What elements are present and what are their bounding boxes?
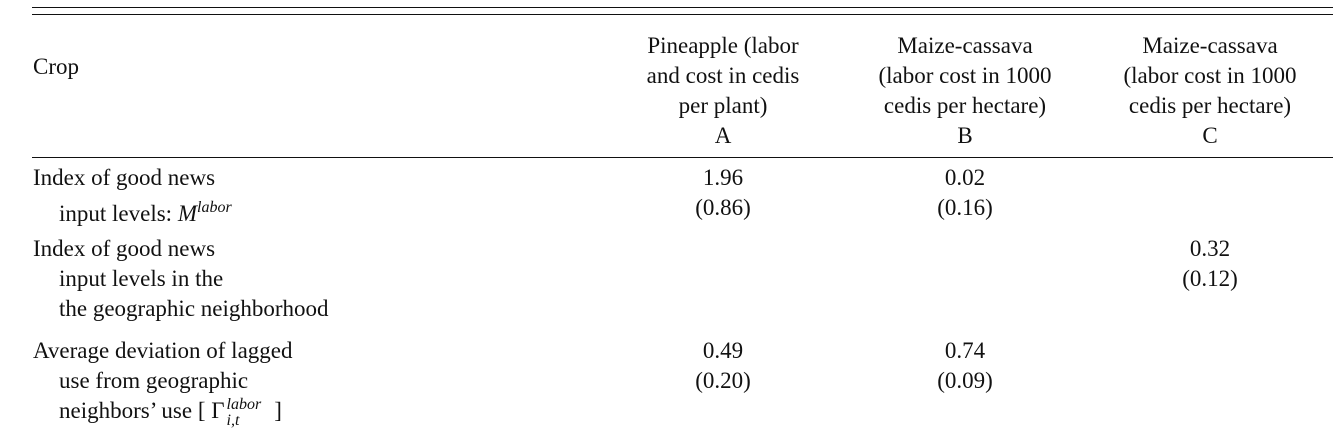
- row-2-label: Index of good news input levels in the t…: [33, 234, 329, 324]
- row-2-label-line-2: input levels in the: [59, 266, 224, 291]
- column-b-line-1: Maize-cassava: [897, 33, 1033, 58]
- top-rule-outer: [32, 7, 1333, 8]
- row-1-symbol: M: [177, 201, 197, 226]
- row-3-symbol-scripts: labor i,t: [225, 396, 269, 429]
- column-a-line-3: per plant): [678, 93, 768, 118]
- column-b-letter: B: [957, 123, 973, 148]
- column-header-a: Pineapple (labor and cost in cedis per p…: [603, 31, 843, 151]
- column-a-line-1: Pineapple (labor: [647, 33, 799, 58]
- row-3-col-b-se: (0.09): [937, 368, 993, 393]
- row-1-col-a: 1.96 (0.86): [603, 163, 843, 223]
- row-3-col-b-coef: 0.74: [944, 338, 986, 363]
- column-c-line-2: (labor cost in 1000: [1123, 63, 1297, 88]
- row-3-label: Average deviation of lagged use from geo…: [33, 336, 293, 429]
- column-b-line-2: (labor cost in 1000: [878, 63, 1052, 88]
- row-1-col-b: 0.02 (0.16): [845, 163, 1085, 223]
- row-1-col-b-se: (0.16): [937, 195, 993, 220]
- row-1-col-b-coef: 0.02: [944, 165, 986, 190]
- column-b-line-3: cedis per hectare): [883, 93, 1047, 118]
- row-3-symbol: Γ: [211, 398, 225, 423]
- row-1-label-line-2: input levels: Mlabor: [33, 193, 232, 229]
- row-3-label-line-1: Average deviation of lagged: [33, 338, 293, 363]
- row-3-label-text: neighbors’ use [: [59, 398, 212, 423]
- row-3-col-a-se: (0.20): [695, 368, 751, 393]
- column-c-letter: C: [1202, 123, 1218, 148]
- crop-header: Crop: [33, 54, 79, 79]
- row-2-col-c-coef: 0.32: [1189, 236, 1231, 261]
- column-header-c: Maize-cassava (labor cost in 1000 cedis …: [1090, 31, 1330, 151]
- row-2-col-c: 0.32 (0.12): [1090, 234, 1330, 294]
- row-3-col-a: 0.49 (0.20): [603, 336, 843, 396]
- row-3-symbol-subscript: i,t: [226, 412, 240, 429]
- row-1-col-a-coef: 1.96: [702, 165, 744, 190]
- column-c-line-1: Maize-cassava: [1142, 33, 1278, 58]
- row-3-label-close: ]: [268, 398, 282, 423]
- column-a-line-2: and cost in cedis: [646, 63, 800, 88]
- top-rule-inner: [32, 14, 1333, 15]
- row-3-symbol-superscript: labor: [226, 396, 262, 413]
- row-3-col-a-coef: 0.49: [702, 338, 744, 363]
- row-3-label-line-2: use from geographic: [59, 368, 249, 393]
- row-1-label: Index of good news input levels: Mlabor: [33, 163, 232, 229]
- row-2-col-c-se: (0.12): [1182, 266, 1238, 291]
- row-2-label-line-3: the geographic neighborhood: [59, 296, 329, 321]
- row-2-label-line-1: Index of good news: [33, 236, 216, 261]
- column-a-letter: A: [714, 123, 732, 148]
- row-1-col-a-se: (0.86): [695, 195, 751, 220]
- row-1-symbol-superscript: labor: [197, 199, 232, 216]
- row-1-label-text: input levels:: [59, 201, 178, 226]
- column-c-line-3: cedis per hectare): [1128, 93, 1292, 118]
- row-3-col-b: 0.74 (0.09): [845, 336, 1085, 396]
- column-header-b: Maize-cassava (labor cost in 1000 cedis …: [845, 31, 1085, 151]
- header-bottom-rule: [32, 157, 1333, 158]
- row-1-label-line-1: Index of good news: [33, 165, 216, 190]
